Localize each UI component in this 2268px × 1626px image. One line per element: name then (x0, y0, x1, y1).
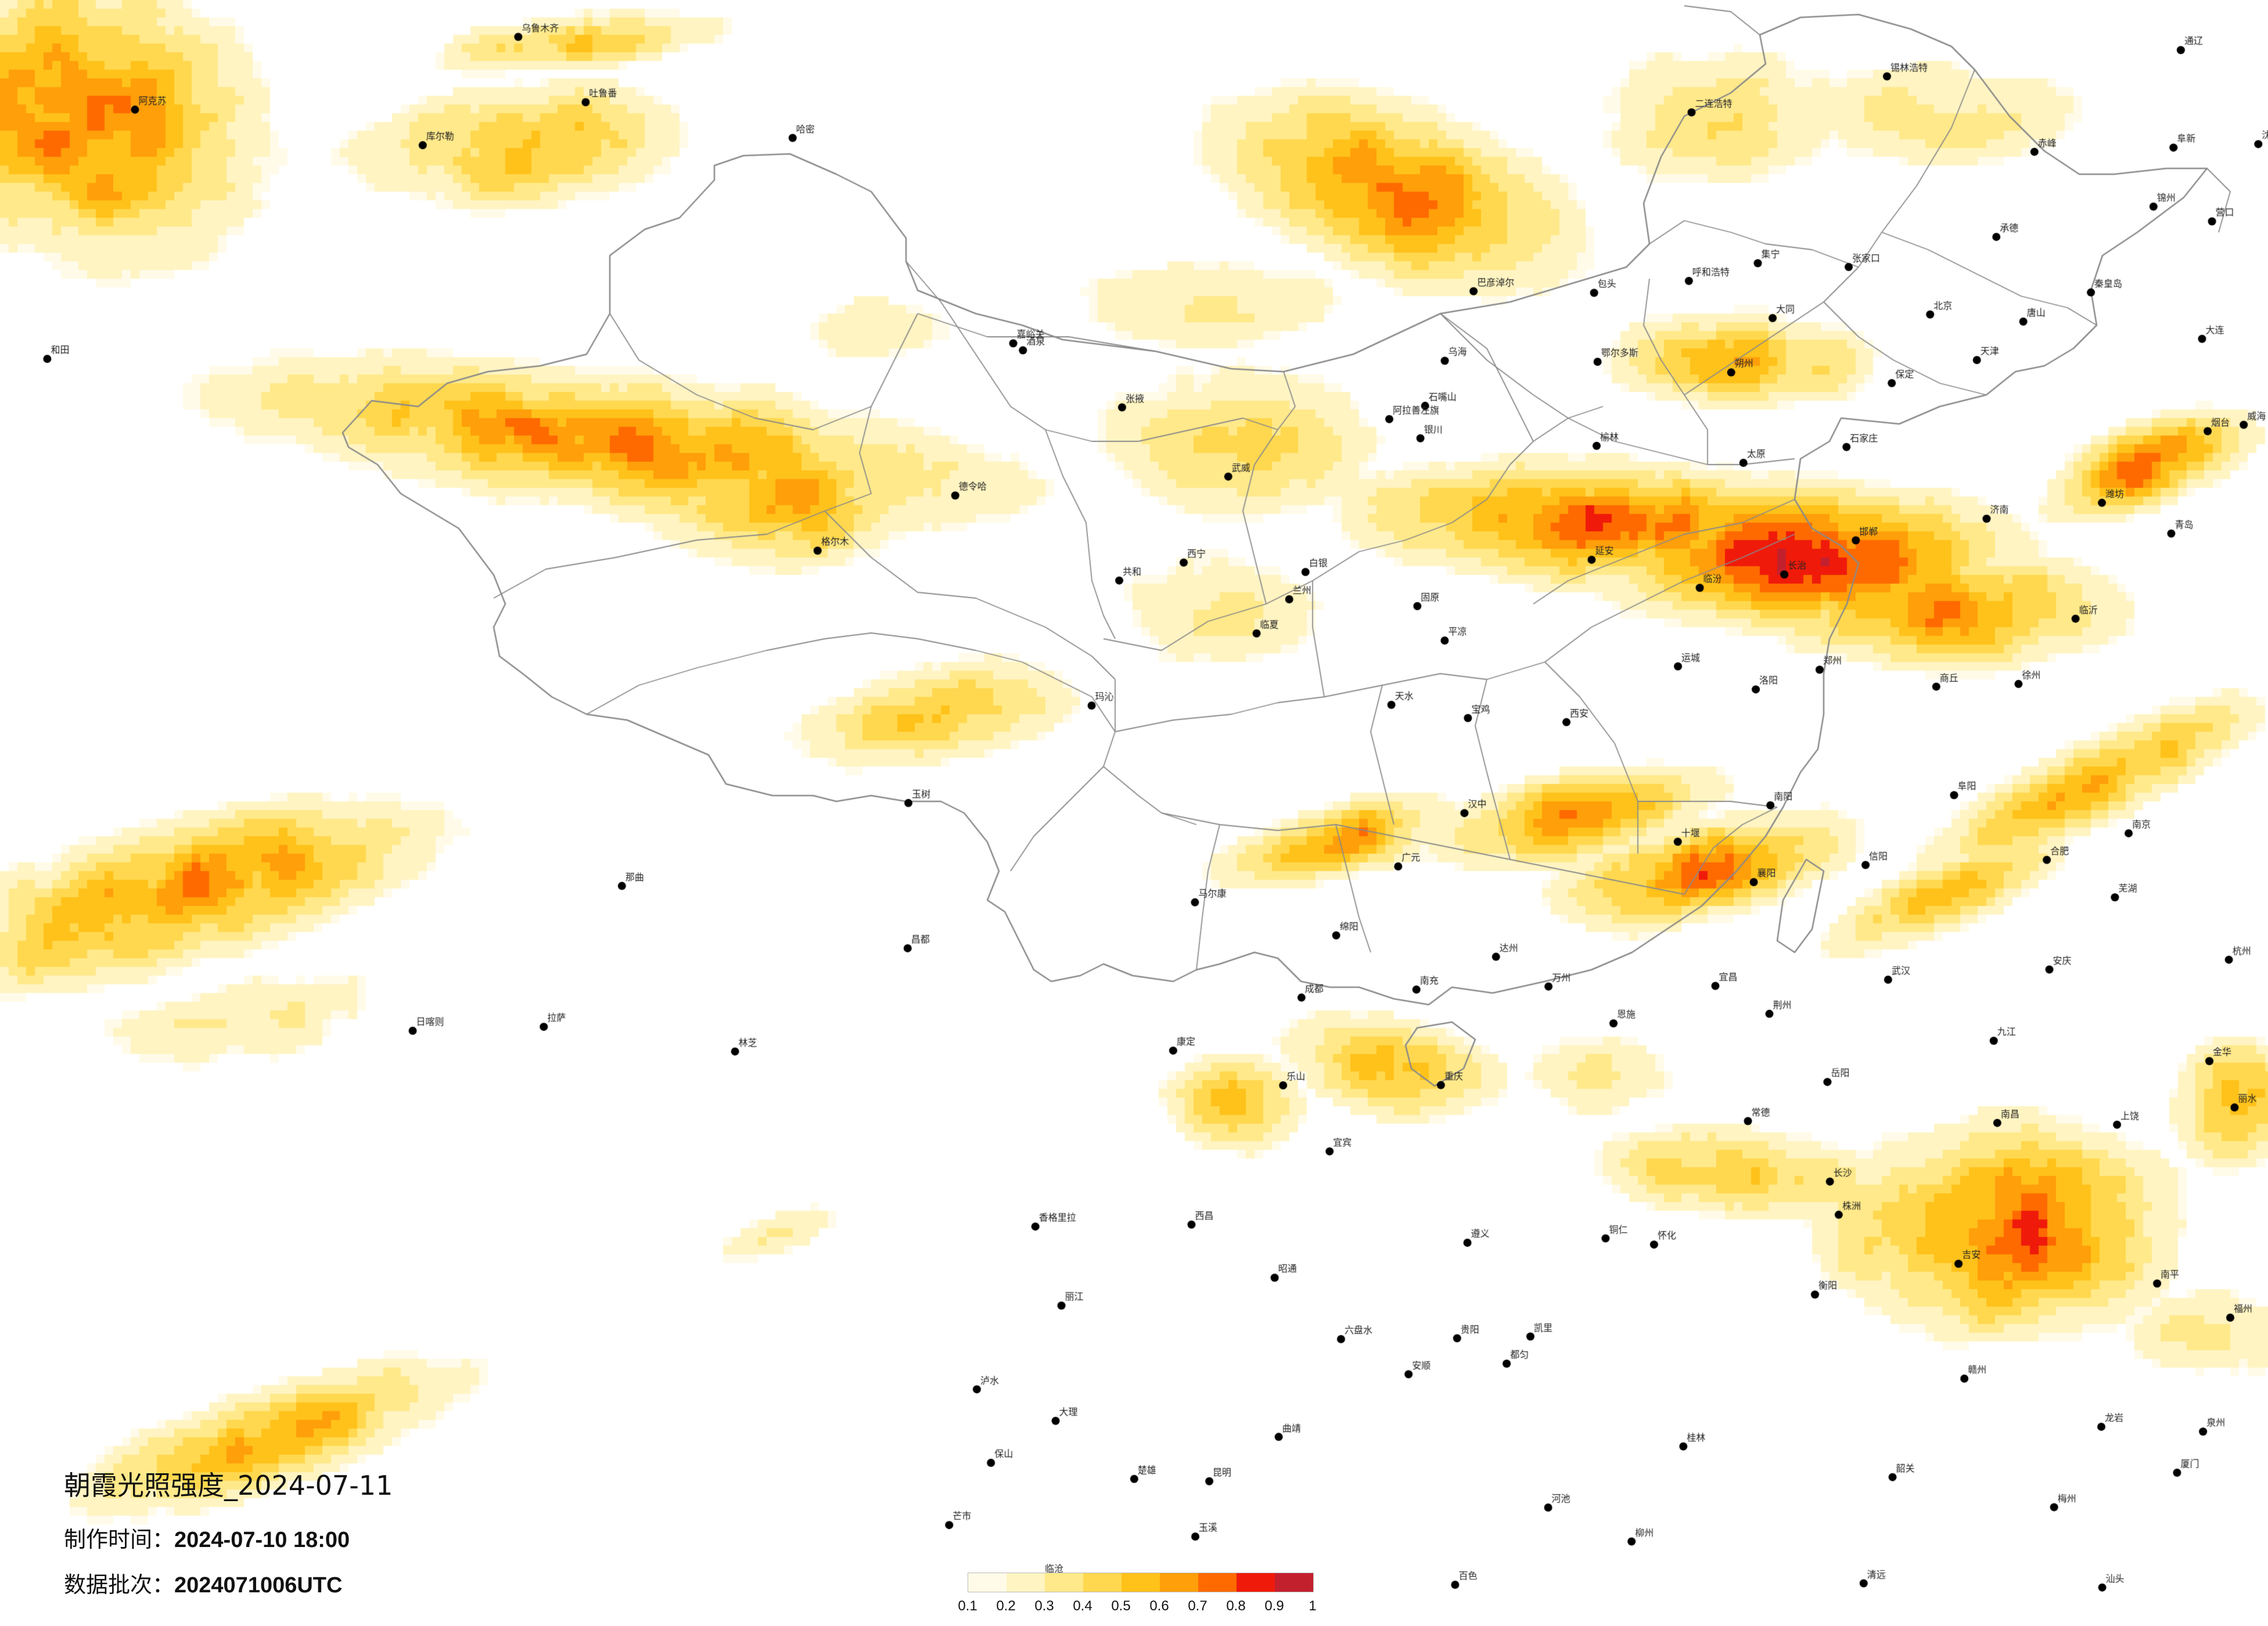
legend-swatch (1237, 1573, 1275, 1592)
legend-swatch (1160, 1573, 1198, 1592)
legend-tick: 0.1 (958, 1598, 977, 1614)
legend-swatch (968, 1573, 1007, 1592)
legend-tick: 0.8 (1226, 1598, 1246, 1614)
title-date: 2024-07-11 (238, 1470, 393, 1501)
legend-tick: 0.6 (1149, 1598, 1169, 1614)
data-batch-label: 数据批次： (64, 1572, 175, 1598)
legend-swatch (1045, 1573, 1083, 1592)
legend-swatch (1198, 1573, 1237, 1592)
legend-swatch (1122, 1573, 1160, 1592)
data-batch-value: 2024071006UTC (174, 1573, 343, 1598)
color-legend (968, 1573, 1314, 1592)
legend-swatch (1083, 1573, 1122, 1592)
legend-tick: 0.7 (1188, 1598, 1207, 1614)
legend-tick: 0.5 (1111, 1598, 1131, 1614)
legend-tick: 0.4 (1073, 1598, 1092, 1614)
legend-ticks: 0.1 0.2 0.3 0.4 0.5 0.6 0.7 0.8 0.9 1 (953, 1598, 1324, 1618)
map-title: 朝霞光照强度_2024-07-11 (64, 1465, 393, 1503)
made-time: 制作时间：2024-07-10 18:00 (64, 1521, 350, 1553)
title-label: 朝霞光照强度_ (64, 1470, 238, 1501)
legend-tick: 0.2 (996, 1598, 1016, 1614)
legend-tick: 0.9 (1264, 1598, 1284, 1614)
legend-tick: 0.3 (1034, 1598, 1054, 1614)
legend-swatch (1275, 1573, 1313, 1592)
data-batch: 数据批次：2024071006UTC (64, 1567, 342, 1599)
legend-swatch (1007, 1573, 1045, 1592)
made-time-value: 2024-07-10 18:00 (174, 1528, 350, 1552)
legend-tick: 1 (1309, 1598, 1317, 1614)
made-time-label: 制作时间： (64, 1527, 175, 1552)
